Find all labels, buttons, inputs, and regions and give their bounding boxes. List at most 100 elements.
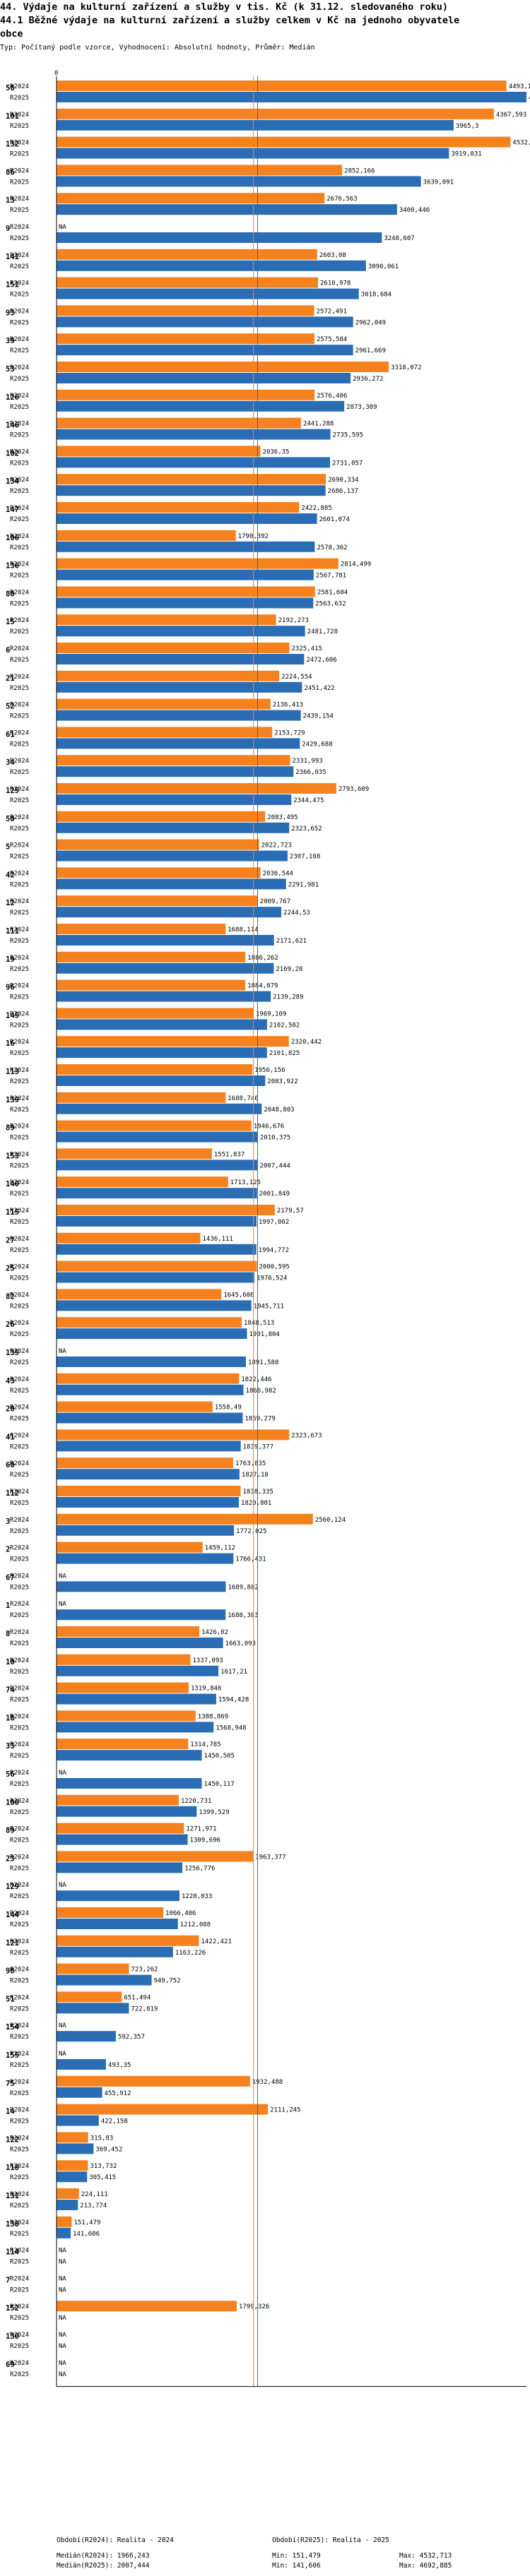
series-label-r2024: R2024 xyxy=(10,308,29,315)
group-label: 60 xyxy=(6,1461,15,1469)
na-label-r2024: NA xyxy=(59,2332,66,2339)
bar-r2024 xyxy=(57,895,258,907)
na-label-r2025: NA xyxy=(59,2343,66,2350)
series-label-r2025: R2025 xyxy=(10,2343,29,2350)
bar-r2025 xyxy=(57,1497,240,1508)
series-label-r2025: R2025 xyxy=(10,1022,29,1029)
value-label-r2025: 141,606 xyxy=(73,2231,100,2238)
group-label: 52 xyxy=(6,703,15,711)
series-label-r2025: R2025 xyxy=(10,769,29,776)
series-label-r2024: R2024 xyxy=(10,1545,29,1552)
value-label-r2024: 151,479 xyxy=(73,2219,100,2226)
bar-r2025 xyxy=(57,345,353,356)
series-label-r2025: R2025 xyxy=(10,1556,29,1563)
bar-r2024 xyxy=(57,839,259,850)
group-label: 6 xyxy=(6,646,10,655)
series-label-r2024: R2024 xyxy=(10,2051,29,2058)
value-label-r2025: 2169,28 xyxy=(276,966,302,973)
value-label-r2025: 1163,226 xyxy=(175,1950,206,1957)
bar-r2025 xyxy=(57,597,314,609)
series-label-r2024: R2024 xyxy=(10,1798,29,1805)
series-label-r2025: R2025 xyxy=(10,207,29,214)
value-label-r2025: 2344,475 xyxy=(293,797,324,804)
na-label-r2024: NA xyxy=(59,1770,66,1777)
value-label-r2025: 1594,428 xyxy=(218,1697,249,1704)
na-label-r2024: NA xyxy=(59,1882,66,1889)
bar-r2024 xyxy=(57,867,261,878)
value-label-r2024: 2320,442 xyxy=(291,1039,322,1046)
series-label-r2024: R2024 xyxy=(10,870,29,877)
bar-r2024 xyxy=(57,1710,196,1722)
group-label: 82 xyxy=(6,1292,15,1301)
bar-r2025 xyxy=(57,654,305,664)
bar-r2025 xyxy=(57,400,345,412)
bar-r2025 xyxy=(57,991,271,1002)
series-label-r2025: R2025 xyxy=(10,825,29,833)
na-label-r2024: NA xyxy=(59,2022,66,2029)
series-label-r2024: R2024 xyxy=(10,814,29,821)
bar-r2024 xyxy=(57,727,273,738)
bar-r2025 xyxy=(57,1075,266,1086)
series-label-r2025: R2025 xyxy=(10,516,29,523)
series-label-r2025: R2025 xyxy=(10,713,29,720)
series-label-r2024: R2024 xyxy=(10,758,29,765)
series-label-r2025: R2025 xyxy=(10,1359,29,1366)
group-label: 100 xyxy=(6,1799,19,1807)
series-label-r2024: R2024 xyxy=(10,1573,29,1580)
group-label: 129 xyxy=(6,1883,19,1891)
series-label-r2024: R2024 xyxy=(10,1292,29,1299)
series-label-r2024: R2024 xyxy=(10,252,29,259)
series-label-r2025: R2025 xyxy=(10,2231,29,2238)
series-label-r2025: R2025 xyxy=(10,2146,29,2153)
series-label-r2025: R2025 xyxy=(10,1472,29,1479)
group-label: 20 xyxy=(6,1405,15,1414)
value-label-r2025: 2961,669 xyxy=(355,347,386,354)
series-label-r2025: R2025 xyxy=(10,1669,29,1676)
value-label-r2025: 2244,53 xyxy=(283,910,310,917)
series-label-r2025: R2025 xyxy=(10,2090,29,2097)
value-label-r2024: 1688,114 xyxy=(228,926,258,934)
group-label: 153 xyxy=(6,1152,19,1160)
series-label-r2025: R2025 xyxy=(10,1107,29,1114)
value-label-r2025: 2010,375 xyxy=(260,1135,290,1142)
series-label-r2024: R2024 xyxy=(10,505,29,512)
series-label-r2024: R2024 xyxy=(10,2107,29,2114)
na-label-r2024: NA xyxy=(59,2051,66,2058)
na-label-r2024: NA xyxy=(59,1348,66,1355)
value-label-r2025: 1450,505 xyxy=(204,1753,235,1760)
bar-r2024 xyxy=(57,1991,122,2003)
series-label-r2024: R2024 xyxy=(10,1882,29,1889)
bar-r2025 xyxy=(57,710,301,721)
group-label: 21 xyxy=(6,674,15,683)
group-label: 131 xyxy=(6,2192,19,2200)
series-label-r2024: R2024 xyxy=(10,1854,29,1861)
group-label: 121 xyxy=(6,1939,19,1948)
footer-median-2024: Medián(R2024): 1966,243 xyxy=(57,2552,150,2560)
value-label-r2024: 1426,02 xyxy=(201,1629,228,1636)
na-label-r2025: NA xyxy=(59,2286,66,2294)
value-label-r2024: 2610,978 xyxy=(320,280,351,287)
value-label-r2025: 1859,279 xyxy=(245,1416,275,1423)
series-label-r2024: R2024 xyxy=(10,645,29,652)
series-label-r2024: R2024 xyxy=(10,1967,29,1974)
bar-r2024 xyxy=(57,1232,201,1244)
value-label-r2024: 4493,169 xyxy=(509,83,530,90)
group-label: 53 xyxy=(6,365,15,374)
series-label-r2025: R2025 xyxy=(10,685,29,692)
value-label-r2025: 722,819 xyxy=(131,2005,158,2012)
bar-r2024 xyxy=(57,417,301,429)
bar-r2024 xyxy=(57,249,317,260)
series-label-r2024: R2024 xyxy=(10,1938,29,1945)
bar-r2025 xyxy=(57,1665,219,1676)
value-label-r2024: 2036,35 xyxy=(263,448,290,455)
chart-title-line3: obce xyxy=(0,28,23,40)
chart-title-line1: 44. Výdaje na kulturní zařízení a služby… xyxy=(0,1,448,13)
series-label-r2024: R2024 xyxy=(10,1208,29,1215)
series-label-r2025: R2025 xyxy=(10,1612,29,1619)
value-label-r2025: 2472,606 xyxy=(306,657,336,664)
bar-r2024 xyxy=(57,1008,254,1019)
series-label-r2025: R2025 xyxy=(10,1443,29,1450)
series-label-r2025: R2025 xyxy=(10,938,29,945)
bar-r2024 xyxy=(57,108,494,119)
series-label-r2025: R2025 xyxy=(10,2034,29,2041)
